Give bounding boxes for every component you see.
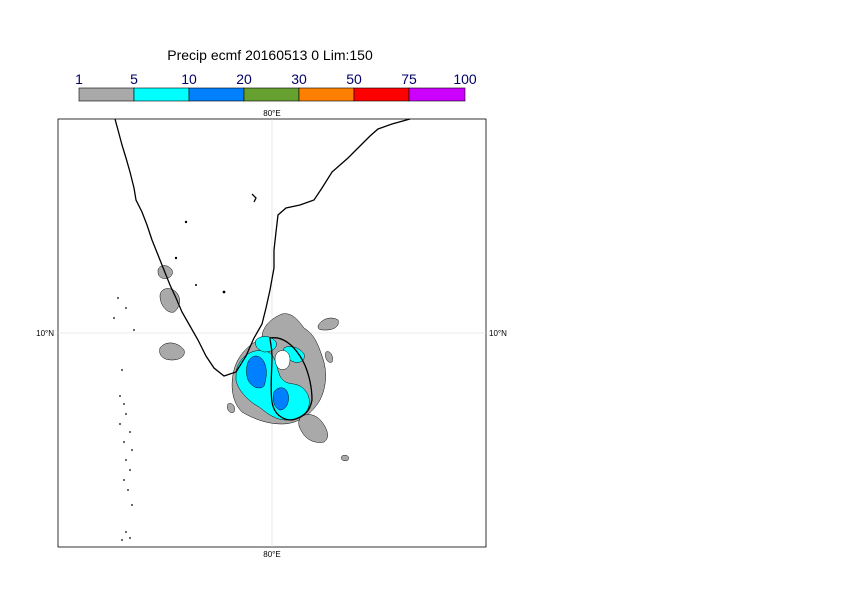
legend-swatch-1-5 (78, 87, 135, 102)
legend-colorbar: 1 5 10 20 30 50 75 100 (75, 71, 477, 102)
island-dot (222, 290, 226, 294)
island-dot (125, 531, 127, 533)
lat-label-right: 10°N (489, 329, 507, 338)
island-dot (184, 220, 188, 224)
precip-grey-ne (317, 317, 339, 331)
precip-grey-west (159, 342, 185, 361)
island-dot (117, 297, 119, 299)
lat-label-left: 10°N (36, 329, 54, 338)
island-dot (123, 441, 125, 443)
island-dot (125, 459, 127, 461)
precip-blue-regions (246, 355, 289, 411)
lon-label-top: 80°E (263, 109, 280, 118)
coastline-srilanka (269, 337, 313, 421)
island-dot (113, 317, 115, 319)
legend-swatch-50-75 (353, 87, 410, 102)
island-dot (129, 431, 131, 433)
island-dot (119, 423, 121, 425)
island-dot (125, 307, 127, 309)
coastline-island (251, 193, 257, 203)
island-dot (174, 256, 178, 260)
legend-label-1: 1 (75, 71, 83, 87)
island-dot (129, 537, 131, 539)
island-dots (113, 220, 226, 541)
legend-swatch-30-50 (298, 87, 355, 102)
legend-swatch-75-100 (408, 87, 466, 102)
legend-swatch-20-30 (243, 87, 300, 102)
island-dot (119, 395, 121, 397)
island-dot (123, 479, 125, 481)
island-dot (129, 469, 131, 471)
precip-blue-west (246, 355, 267, 389)
lon-label-bottom: 80°E (263, 550, 280, 559)
legend-label-50: 50 (346, 71, 362, 87)
legend-label-5: 5 (130, 71, 138, 87)
precip-blue-south (273, 387, 289, 411)
island-dot (131, 504, 133, 506)
legend-swatch-10-20 (188, 87, 245, 102)
island-dot (133, 329, 135, 331)
precip-grey-small (341, 454, 349, 462)
island-dot (125, 413, 127, 415)
legend-label-30: 30 (291, 71, 307, 87)
legend-label-20: 20 (236, 71, 252, 87)
island-dot (131, 449, 133, 451)
precip-grey-se (298, 414, 328, 443)
island-dot (123, 403, 125, 405)
island-dot (121, 369, 123, 371)
legend-label-10: 10 (181, 71, 197, 87)
island-dot (127, 489, 129, 491)
precip-grey-sw (227, 403, 235, 413)
coastline-india (114, 118, 411, 377)
precip-gap (274, 350, 291, 370)
island-dot (195, 284, 197, 286)
coastlines (114, 118, 411, 421)
legend-swatch-5-10 (133, 87, 190, 102)
map-title: Precip ecmf 20160513 0 Lim:150 (167, 47, 373, 63)
island-dot (121, 539, 123, 541)
legend-label-100: 100 (453, 71, 477, 87)
legend-label-75: 75 (401, 71, 417, 87)
precip-grey-east (325, 351, 333, 363)
